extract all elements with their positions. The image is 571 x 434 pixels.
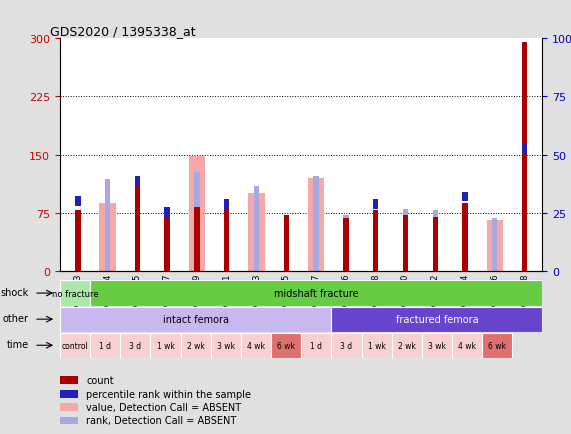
Bar [313,177,319,271]
Bar [60,376,78,384]
Text: no fracture: no fracture [52,289,98,298]
Text: midshaft fracture: midshaft fracture [274,289,359,298]
Bar [301,333,331,358]
Bar [180,333,211,358]
Bar [486,221,503,271]
Bar [331,307,542,332]
Text: 3 wk: 3 wk [428,341,446,350]
Bar [373,211,379,271]
Bar [522,43,527,271]
Bar [492,219,497,271]
Bar [254,186,259,271]
Bar [60,417,78,424]
Text: control: control [62,341,89,350]
Bar [361,333,392,358]
Bar [194,172,200,271]
Text: shock: shock [1,287,29,297]
Bar [189,157,205,271]
Bar [422,333,452,358]
Bar [99,203,116,271]
Bar [403,216,408,271]
Text: 1 wk: 1 wk [156,341,174,350]
Text: value, Detection Call = ABSENT: value, Detection Call = ABSENT [86,402,242,412]
Bar [60,390,78,398]
Bar [343,216,348,271]
Text: GDS2020 / 1395338_at: GDS2020 / 1395338_at [50,25,196,38]
Bar [60,281,90,306]
Bar [284,216,289,271]
Text: percentile rank within the sample: percentile rank within the sample [86,389,251,399]
Text: rank, Detection Call = ABSENT: rank, Detection Call = ABSENT [86,415,236,425]
Bar [105,180,110,271]
Text: fractured femora: fractured femora [396,315,478,324]
Text: 2 wk: 2 wk [187,341,204,350]
Bar [164,216,170,271]
Text: 4 wk: 4 wk [247,341,265,350]
Bar [211,333,241,358]
Bar [403,209,408,271]
Text: 1 d: 1 d [310,341,322,350]
Bar [522,144,527,154]
Text: 1 d: 1 d [99,341,111,350]
Bar [164,207,170,217]
Bar [135,177,140,187]
Bar [373,200,379,210]
Bar [60,403,78,411]
Bar [392,333,422,358]
Bar [452,333,482,358]
Bar [463,203,468,271]
Text: 2 wk: 2 wk [398,341,416,350]
Bar [308,178,324,271]
Bar [433,217,438,271]
Bar [241,333,271,358]
Bar [482,333,512,358]
Text: 4 wk: 4 wk [458,341,476,350]
Bar [75,211,81,271]
Bar [75,197,81,207]
Bar [343,219,348,271]
Text: 3 d: 3 d [129,341,142,350]
Text: 6 wk: 6 wk [277,341,295,350]
Bar [194,208,200,271]
Text: 6 wk: 6 wk [488,341,506,350]
Bar [224,200,230,210]
Text: 3 wk: 3 wk [217,341,235,350]
Bar [331,333,361,358]
Bar [150,333,180,358]
Bar [135,186,140,271]
Bar [90,333,120,358]
Bar [224,208,230,271]
Bar [120,333,150,358]
Bar [60,333,90,358]
Text: time: time [7,339,29,349]
Bar [433,211,438,271]
Bar [60,307,331,332]
Bar [248,194,265,271]
Text: other: other [3,313,29,323]
Text: count: count [86,375,114,385]
Text: 3 d: 3 d [340,341,352,350]
Bar [271,333,301,358]
Bar [463,192,468,202]
Text: 1 wk: 1 wk [368,341,385,350]
Text: intact femora: intact femora [163,315,228,324]
